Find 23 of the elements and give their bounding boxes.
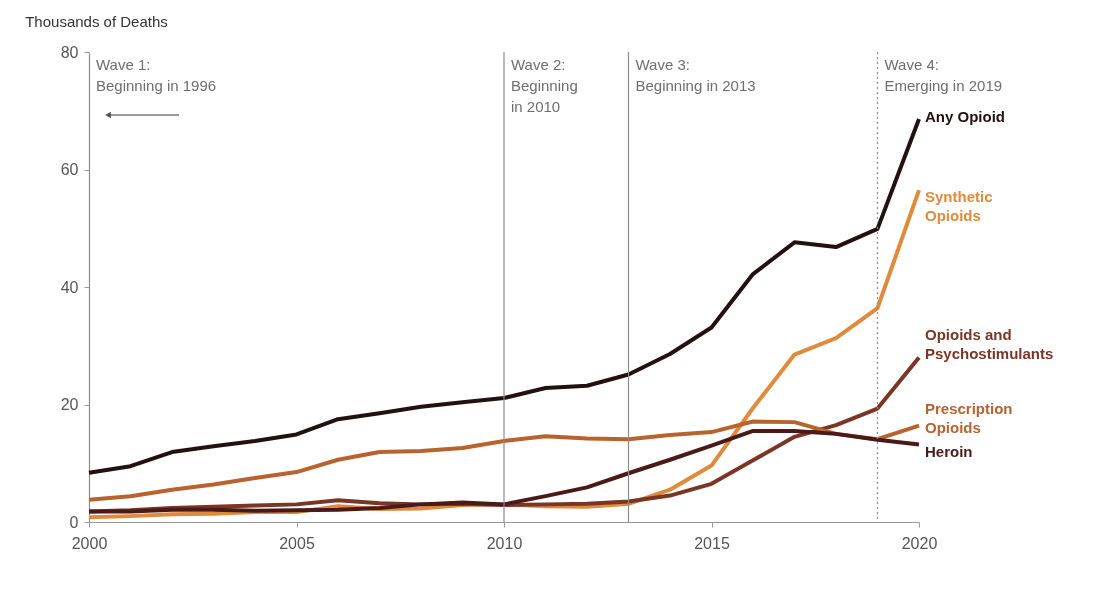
x-tick-label: 2020 [901, 534, 938, 552]
line-series [87, 116, 921, 475]
x-tick-label: 2005 [279, 534, 315, 552]
y-tick-label: 40 [60, 278, 79, 296]
x-tick-label: 2010 [486, 534, 523, 552]
ref-line-label: Wave 2: Beginning in 2010 [511, 56, 578, 115]
series-label: Synthetic Opioids [925, 188, 993, 225]
x-tick-label: 2015 [694, 534, 730, 552]
y-tick-label: 0 [69, 513, 79, 531]
y-axis-title: Thousands of Deaths [25, 13, 168, 30]
line-series [87, 419, 921, 502]
line-series [87, 428, 921, 514]
x-tick-label: 2000 [71, 534, 108, 552]
ref-line-label: Wave 3: Beginning in 2013 [635, 56, 756, 94]
y-tick-label: 60 [60, 161, 79, 178]
series-label: Any Opioid [925, 107, 1005, 125]
y-tick-label: 80 [60, 43, 79, 61]
annotation: Wave 1: Beginning in 1996 [96, 56, 217, 94]
series-label: Opioids and Psychostimulants [925, 325, 1054, 362]
ref-line-label: Wave 4: Emerging in 2019 [884, 56, 1003, 94]
y-tick-label: 20 [60, 396, 79, 413]
series-label: Prescription Opioids [925, 399, 1013, 436]
series-label: Heroin [925, 443, 973, 461]
